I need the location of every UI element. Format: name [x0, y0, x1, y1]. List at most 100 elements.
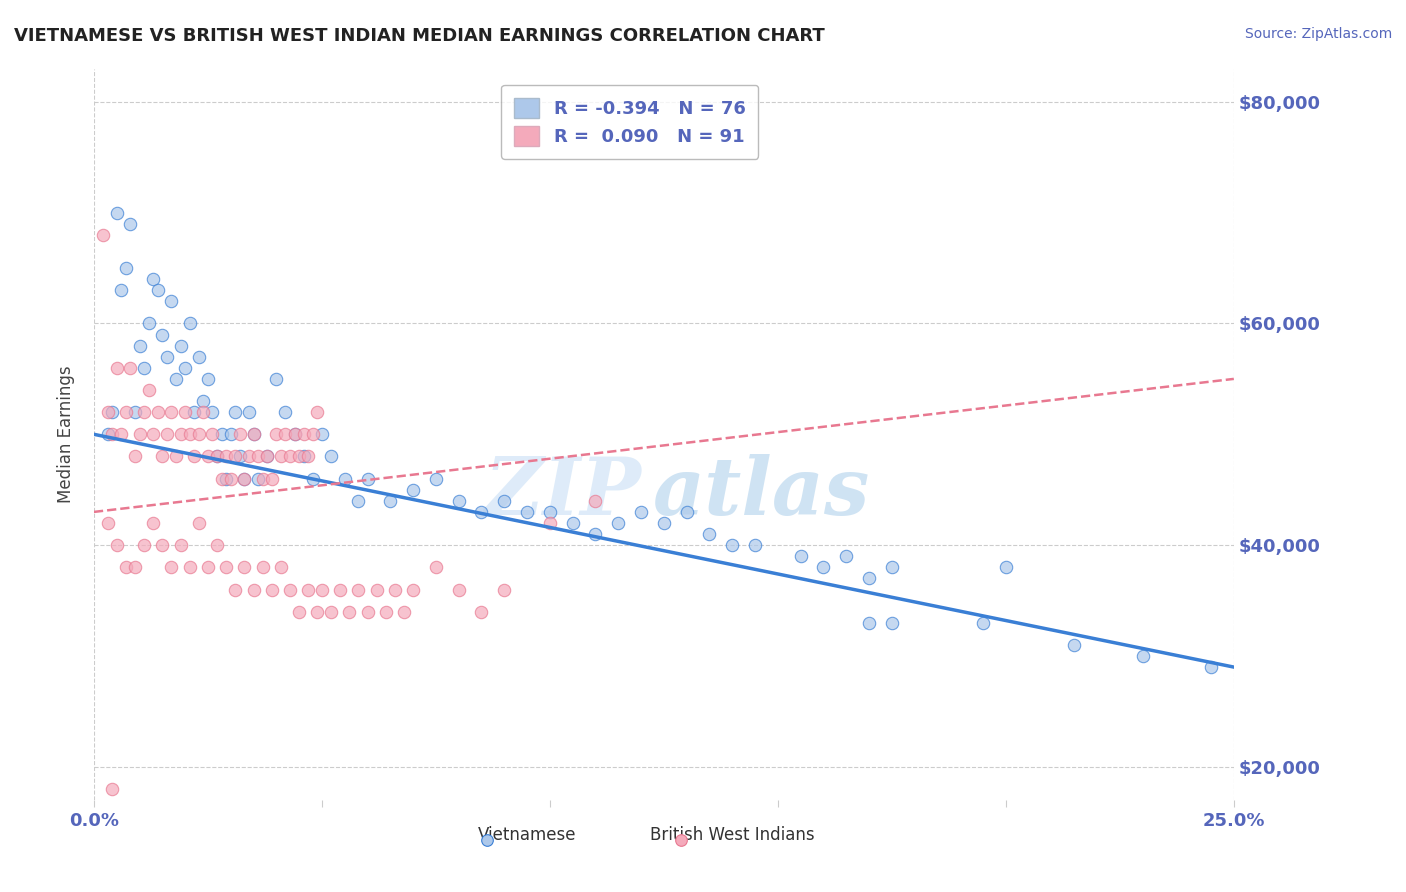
Point [392, 605, 415, 619]
Point [105, 205, 128, 219]
Point [219, 472, 242, 486]
Point [224, 582, 246, 597]
Point [292, 427, 315, 442]
Point [205, 450, 228, 464]
Point [160, 294, 183, 309]
Point [307, 405, 329, 419]
Point [197, 560, 219, 574]
Point [169, 427, 191, 442]
Point [169, 538, 191, 552]
Point [292, 450, 315, 464]
Point [101, 427, 124, 442]
Point [270, 450, 292, 464]
Point [124, 405, 146, 419]
Point [128, 338, 150, 352]
Point [233, 472, 256, 486]
Point [242, 427, 264, 442]
Point [307, 605, 329, 619]
Point [699, 527, 721, 541]
Point [994, 560, 1017, 574]
Point [174, 405, 197, 419]
Text: atlas: atlas [652, 454, 870, 532]
Point [880, 615, 903, 630]
Point [256, 450, 278, 464]
Point [233, 472, 256, 486]
Point [260, 472, 283, 486]
Point [229, 450, 252, 464]
Point [205, 538, 228, 552]
Text: Source: ZipAtlas.com: Source: ZipAtlas.com [1244, 27, 1392, 41]
Point [1132, 648, 1154, 663]
Point [132, 360, 155, 375]
Point [630, 505, 652, 519]
Point [880, 560, 903, 574]
Point [470, 605, 492, 619]
Point [110, 427, 132, 442]
Point [146, 283, 169, 297]
Point [425, 472, 447, 486]
Point [744, 538, 766, 552]
Point [266, 372, 288, 386]
Point [238, 405, 260, 419]
Point [142, 427, 165, 442]
Point [356, 472, 378, 486]
Point [274, 427, 297, 442]
Point [297, 582, 319, 597]
Point [374, 605, 396, 619]
Point [1063, 638, 1085, 652]
Point [179, 560, 201, 574]
Point [242, 427, 264, 442]
Point [197, 450, 219, 464]
Point [187, 427, 209, 442]
Point [179, 427, 201, 442]
Point [301, 427, 323, 442]
Point [356, 605, 378, 619]
Point [160, 405, 183, 419]
Point [319, 605, 342, 619]
Point [585, 493, 607, 508]
Point [101, 405, 124, 419]
Point [110, 283, 132, 297]
Point [538, 516, 561, 530]
Point [266, 427, 288, 442]
Point [283, 427, 305, 442]
Point [835, 549, 858, 564]
Point [516, 505, 538, 519]
Point [165, 372, 187, 386]
Point [813, 560, 835, 574]
Point [138, 317, 160, 331]
Point [142, 272, 165, 286]
Point [470, 505, 492, 519]
Point [585, 527, 607, 541]
Point [538, 505, 561, 519]
Point [333, 472, 356, 486]
Point [247, 450, 270, 464]
Point [187, 350, 209, 364]
Text: ZIP: ZIP [484, 454, 641, 532]
Point [252, 472, 274, 486]
Point [242, 582, 264, 597]
Point [105, 360, 128, 375]
Point [561, 516, 583, 530]
Point [138, 383, 160, 397]
Point [193, 405, 215, 419]
Point [120, 217, 142, 231]
Point [721, 538, 744, 552]
Point [311, 582, 333, 597]
Point [187, 516, 209, 530]
Point [652, 516, 675, 530]
Point [115, 405, 138, 419]
Point [260, 582, 283, 597]
Point [215, 472, 238, 486]
Point [447, 582, 470, 597]
Point [425, 560, 447, 574]
Point [105, 538, 128, 552]
Point [256, 450, 278, 464]
Point [319, 450, 342, 464]
Point [128, 427, 150, 442]
Point [229, 427, 252, 442]
Legend: R = -0.394   N = 76, R =  0.090   N = 91: R = -0.394 N = 76, R = 0.090 N = 91 [502, 85, 758, 159]
Point [283, 427, 305, 442]
Point [124, 450, 146, 464]
Point [205, 450, 228, 464]
